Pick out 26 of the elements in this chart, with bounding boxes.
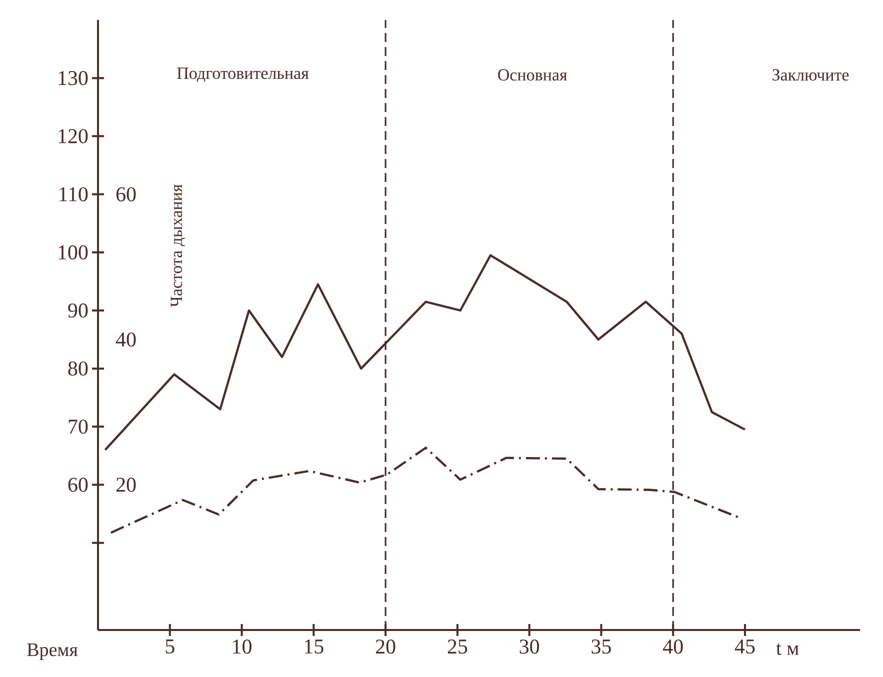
y-tick-label: 60	[68, 478, 88, 492]
y2-tick-label: 20	[116, 478, 136, 492]
x-tick-label: 35	[592, 640, 611, 654]
y2-tick-label: 40	[116, 332, 136, 347]
y-tick-label: 110	[60, 187, 88, 202]
annotation: Подготовительная	[177, 68, 309, 82]
y-tick-label: 120	[58, 129, 88, 144]
x-tick-label: 30	[520, 640, 540, 654]
y-tick-label: 80	[68, 361, 88, 376]
y2-tick-label: 60	[116, 187, 136, 202]
x-tick-label: 10	[233, 640, 252, 654]
annotation: Заключите	[772, 69, 849, 81]
y2-axis-title: Частота дыхания	[170, 184, 186, 308]
x-tick-label: 5	[166, 640, 174, 654]
y-tick-label: 130	[58, 71, 88, 86]
y-tick-label: 90	[68, 303, 88, 318]
x-tick-label: 40	[663, 640, 683, 654]
x-tick-label: 25	[448, 640, 468, 654]
y-tick-label: 70	[68, 420, 88, 434]
x-axis-title: Время	[27, 644, 78, 660]
x-tick-label: 45	[734, 640, 755, 654]
x-tick-label: 20	[376, 640, 396, 654]
y-tick-label: 100	[58, 245, 88, 260]
text: t м	[776, 644, 799, 655]
x-tick-label: 15	[305, 640, 324, 654]
annotation: Основная	[498, 69, 567, 81]
